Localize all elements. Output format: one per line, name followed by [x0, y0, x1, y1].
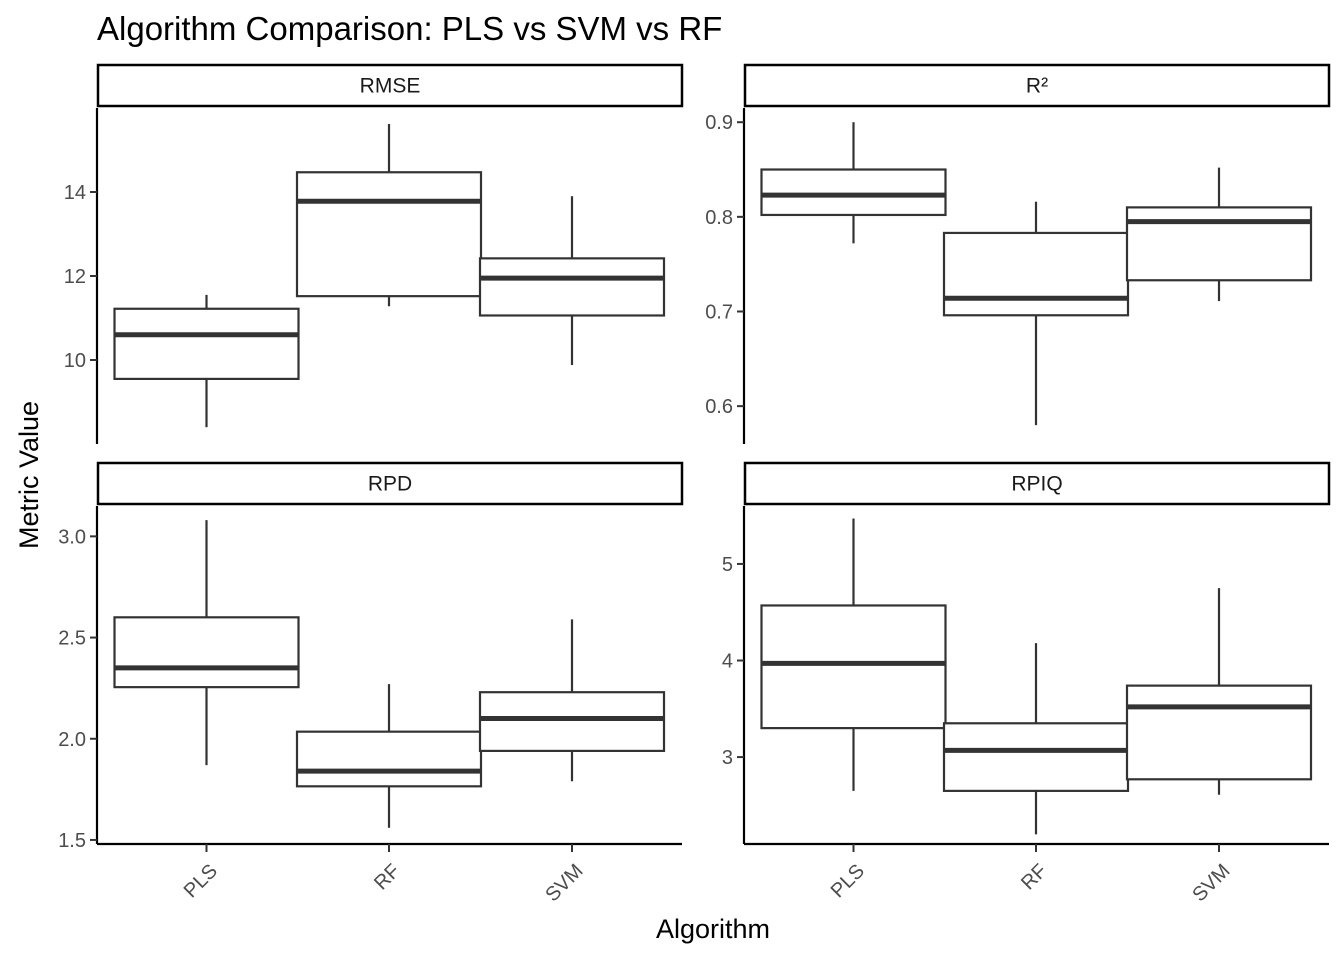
box-body: [1125, 206, 1313, 282]
facet-strip-label: RPD: [368, 473, 412, 496]
box-body: [760, 604, 947, 730]
box-body: [295, 171, 483, 298]
y-axis-title: Metric Value: [14, 401, 44, 549]
facet-panel-1: R² 0.6 0.7 0.8 0.9: [705, 63, 1331, 444]
facet-strip: [743, 63, 1331, 108]
box-body: [942, 231, 1130, 317]
y-tick-label: 1.5: [58, 830, 86, 852]
box-pls: [113, 520, 300, 766]
y-tick-label: 2.5: [58, 628, 86, 650]
y-tick-label: 0.7: [705, 301, 733, 323]
box-body: [942, 722, 1130, 792]
facet-strip: [96, 63, 684, 108]
y-tick-label: 3: [722, 747, 733, 769]
box-svm: [1125, 588, 1313, 795]
box-rf: [942, 643, 1130, 835]
x-tick-label: PLS: [180, 860, 222, 902]
box-body: [760, 168, 947, 217]
box-rf: [295, 123, 483, 307]
facet-strip-label: R²: [1026, 75, 1048, 98]
y-tick-label: 12: [64, 266, 86, 288]
box-body: [295, 730, 483, 788]
facet-panel-3: RPIQ 3 4 5 PLS RF SVM: [722, 461, 1331, 906]
y-tick-label: 3.0: [58, 526, 86, 548]
y-tick-label: 4: [722, 651, 733, 673]
x-tick-label: SVM: [1188, 860, 1234, 906]
facet-strip: [743, 461, 1331, 506]
y-tick-label: 14: [64, 182, 86, 204]
x-tick-label: RF: [1017, 860, 1051, 894]
box-body: [478, 691, 666, 752]
facet-panel-0: RMSE 10 12 14: [64, 63, 684, 444]
box-body: [1125, 684, 1313, 781]
facet-strip-label: RMSE: [360, 75, 421, 98]
y-tick-label: 0.9: [705, 112, 733, 134]
box-rf: [295, 684, 483, 828]
x-axis-title: Algorithm: [656, 914, 770, 944]
box-body: [478, 257, 666, 317]
y-tick-label: 10: [64, 350, 86, 372]
box-svm: [478, 619, 666, 782]
x-tick-label: PLS: [827, 860, 869, 902]
y-tick-label: 2.0: [58, 729, 86, 751]
facet-panels: RMSE 10 12 14 R² 0.6 0.7 0.8 0.9 RPD 1.5 2.0 2.5 3.0 P…: [58, 63, 1331, 906]
chart-title: Algorithm Comparison: PLS vs SVM vs RF: [97, 10, 722, 47]
box-pls: [113, 294, 300, 428]
facet-strip-label: RPIQ: [1011, 473, 1062, 496]
facet-strip: [96, 461, 684, 506]
facet-panel-2: RPD 1.5 2.0 2.5 3.0 PLS RF SVM: [58, 461, 684, 906]
y-tick-label: 0.6: [705, 396, 733, 418]
x-tick-label: RF: [370, 860, 404, 894]
box-body: [113, 616, 300, 689]
box-body: [113, 307, 300, 381]
y-tick-label: 5: [722, 554, 733, 576]
box-pls: [760, 518, 947, 791]
box-rf: [942, 201, 1130, 426]
x-tick-label: SVM: [541, 860, 587, 906]
y-tick-label: 0.8: [705, 207, 733, 229]
box-svm: [1125, 167, 1313, 302]
box-svm: [478, 196, 666, 366]
box-pls: [760, 122, 947, 244]
